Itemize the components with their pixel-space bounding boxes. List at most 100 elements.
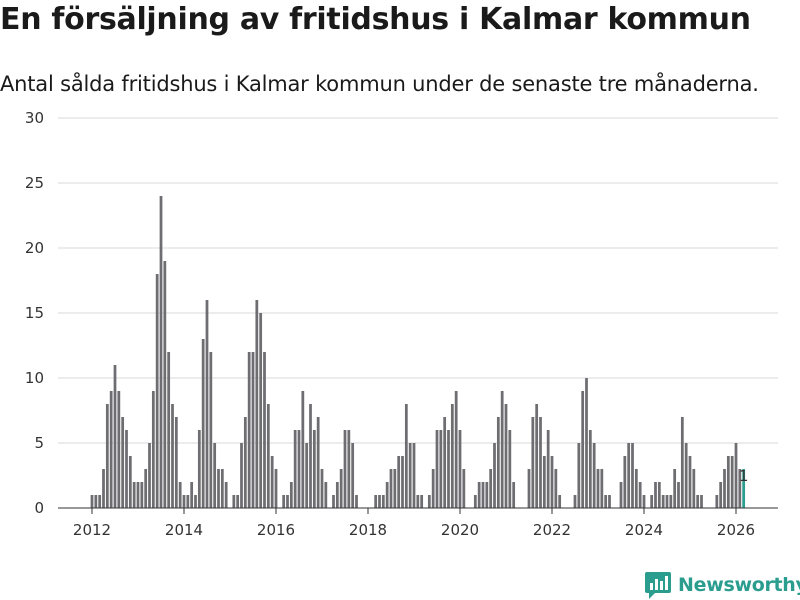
bar — [255, 300, 259, 508]
bar — [94, 495, 98, 508]
bar — [493, 443, 496, 508]
bar — [439, 430, 443, 508]
bar — [389, 469, 393, 508]
bar — [213, 443, 217, 508]
bar — [155, 274, 159, 508]
bar — [117, 391, 121, 508]
bar — [730, 456, 734, 508]
x-tick-label: 2016 — [257, 521, 295, 539]
bar — [151, 391, 155, 508]
x-tick-label: 2024 — [625, 521, 663, 539]
bar — [677, 482, 680, 508]
bar — [420, 495, 424, 508]
bar — [412, 443, 416, 508]
bar — [454, 391, 458, 508]
bar — [113, 365, 117, 508]
bar — [144, 469, 148, 508]
bar — [121, 417, 125, 508]
x-tick-label: 2026 — [717, 521, 755, 539]
bar — [309, 404, 312, 508]
bar — [650, 495, 654, 508]
bar — [381, 495, 385, 508]
bar — [174, 417, 178, 508]
bar — [289, 482, 293, 508]
bar — [102, 469, 105, 508]
bar — [688, 456, 692, 508]
bar — [401, 456, 404, 508]
bar — [148, 443, 151, 508]
bar — [374, 495, 378, 508]
bar — [435, 430, 439, 508]
bar — [247, 352, 251, 508]
y-tick-label: 5 — [34, 434, 44, 452]
bar — [220, 469, 224, 508]
bar — [734, 443, 738, 508]
bar — [443, 417, 447, 508]
bar — [167, 352, 171, 508]
bar — [473, 495, 477, 508]
bar — [128, 456, 132, 508]
bar — [450, 404, 454, 508]
highlight-bar — [742, 469, 746, 508]
bar — [305, 443, 309, 508]
y-tick-label: 20 — [25, 239, 44, 257]
bar — [178, 482, 182, 508]
bar — [263, 352, 266, 508]
bar — [274, 469, 278, 508]
bar — [654, 482, 657, 508]
y-tick-label: 15 — [25, 304, 44, 322]
bar — [512, 482, 516, 508]
x-tick-label: 2014 — [165, 521, 203, 539]
bar — [182, 495, 186, 508]
bar — [638, 482, 642, 508]
bar — [312, 430, 316, 508]
bar — [243, 417, 247, 508]
bar — [332, 495, 335, 508]
brand-name: Newsworthy — [678, 574, 800, 596]
bar — [378, 495, 381, 508]
bar — [477, 482, 481, 508]
bar — [125, 430, 128, 508]
bar — [481, 482, 485, 508]
bar — [531, 417, 535, 508]
bar — [209, 352, 213, 508]
bar — [447, 430, 450, 508]
bar — [661, 495, 665, 508]
bar — [485, 482, 489, 508]
bar — [623, 456, 627, 508]
bar — [631, 443, 634, 508]
bar — [282, 495, 286, 508]
bar — [232, 495, 236, 508]
y-tick-label: 25 — [25, 174, 44, 192]
bar — [159, 196, 163, 508]
bar — [236, 495, 240, 508]
bar — [251, 352, 255, 508]
bar — [554, 469, 558, 508]
bar — [496, 417, 500, 508]
bar — [109, 391, 113, 508]
bar — [669, 495, 673, 508]
bar — [132, 482, 136, 508]
bar — [343, 430, 347, 508]
bar — [738, 469, 742, 508]
bar — [266, 404, 270, 508]
bar — [535, 404, 539, 508]
bar — [527, 469, 531, 508]
bar — [665, 495, 669, 508]
bar — [351, 443, 355, 508]
bar — [259, 313, 263, 508]
bar — [397, 456, 401, 508]
bar — [657, 482, 661, 508]
x-tick-label: 2018 — [349, 521, 387, 539]
bar — [416, 495, 420, 508]
newsworthy-logo-icon — [645, 572, 671, 599]
bar — [286, 495, 289, 508]
bar — [194, 495, 197, 508]
bar — [684, 443, 688, 508]
bar — [604, 495, 608, 508]
bar — [489, 469, 493, 508]
bar — [431, 469, 435, 508]
bar — [719, 482, 723, 508]
bar — [197, 430, 201, 508]
bar — [98, 495, 102, 508]
